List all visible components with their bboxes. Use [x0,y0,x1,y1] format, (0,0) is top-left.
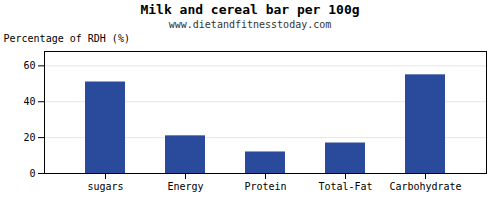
html-text:Milk and cereal bar per 100g: Milk and cereal bar per 100g [140,2,360,17]
svg-text:Carbohydrate: Carbohydrate [389,181,461,192]
svg-text:40: 40 [23,96,35,107]
svg-text:Total-Fat: Total-Fat [318,181,372,192]
svg-text:Percentage of RDH (%): Percentage of RDH (%) [4,33,130,44]
svg-text:60: 60 [23,60,35,71]
svg-text:20: 20 [23,132,35,143]
html-text:www.dietandfitnesstoday.com: www.dietandfitnesstoday.com [168,19,332,30]
svg-text:Protein: Protein [244,181,286,192]
svg-text:sugars: sugars [87,181,123,192]
svg-text:Energy: Energy [167,181,203,192]
svg-text:0: 0 [29,168,35,179]
